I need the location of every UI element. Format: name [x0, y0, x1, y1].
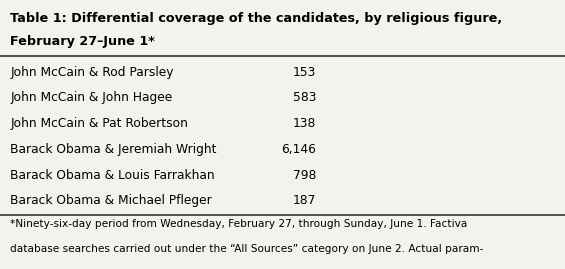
Text: Barack Obama & Jeremiah Wright: Barack Obama & Jeremiah Wright — [10, 143, 216, 156]
Text: John McCain & John Hagee: John McCain & John Hagee — [10, 91, 172, 104]
Text: database searches carried out under the “All Sources” category on June 2. Actual: database searches carried out under the … — [10, 244, 484, 254]
Text: 187: 187 — [293, 194, 316, 207]
Text: 6,146: 6,146 — [281, 143, 316, 156]
Text: Barack Obama & Michael Pfleger: Barack Obama & Michael Pfleger — [10, 194, 212, 207]
Text: 583: 583 — [293, 91, 316, 104]
Text: 798: 798 — [293, 169, 316, 182]
Text: Table 1: Differential coverage of the candidates, by religious figure,: Table 1: Differential coverage of the ca… — [10, 12, 502, 25]
Text: 138: 138 — [293, 117, 316, 130]
Text: John McCain & Rod Parsley: John McCain & Rod Parsley — [10, 66, 173, 79]
Text: John McCain & Pat Robertson: John McCain & Pat Robertson — [10, 117, 188, 130]
Text: Barack Obama & Louis Farrakhan: Barack Obama & Louis Farrakhan — [10, 169, 215, 182]
Text: February 27–June 1*: February 27–June 1* — [10, 35, 155, 48]
Text: *Ninety-six-day period from Wednesday, February 27, through Sunday, June 1. Fact: *Ninety-six-day period from Wednesday, F… — [10, 219, 468, 229]
Text: 153: 153 — [293, 66, 316, 79]
